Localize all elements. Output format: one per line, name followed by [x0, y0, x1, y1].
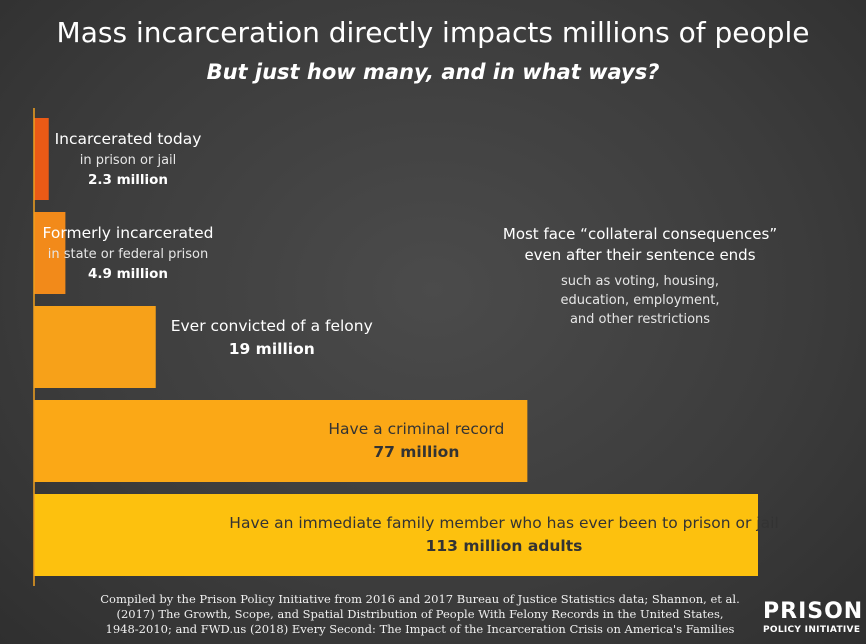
bar-value-1: 2.3 million: [88, 172, 168, 188]
note-body-line3: and other restrictions: [569, 312, 711, 327]
bar-sublabel-2: in state or federal prison: [48, 247, 209, 262]
source-line2: (2017) The Growth, Scope, and Spatial Di…: [116, 607, 724, 621]
bar-value-3: 19 million: [229, 340, 315, 358]
bar-value-2: 4.9 million: [88, 266, 168, 282]
chart-title: Mass incarceration directly impacts mill…: [56, 16, 810, 49]
bar-label-1: Incarcerated today: [55, 130, 202, 148]
logo-bottom-text: POLICY INITIATIVE: [763, 625, 861, 635]
bar-value-4: 77 million: [373, 443, 459, 461]
note-body-line1: such as voting, housing,: [561, 274, 719, 289]
bar-value-5: 113 million adults: [426, 537, 583, 555]
bar-1: [34, 118, 49, 200]
source-line3: 1948-2010; and FWD.us (2018) Every Secon…: [105, 622, 735, 636]
bar-label-2: Formerly incarcerated: [43, 224, 214, 242]
collateral-consequences-note: Most face “collateral consequences” even…: [470, 224, 810, 329]
bar-label-3: Ever convicted of a felony: [171, 317, 373, 335]
note-heading-line2: even after their sentence ends: [524, 246, 756, 264]
bar-4: [34, 400, 528, 482]
note-body-line2: education, employment,: [560, 293, 720, 308]
bar-label-5: Have an immediate family member who has …: [229, 514, 778, 532]
source-citation: Compiled by the Prison Policy Initiative…: [100, 592, 740, 637]
chart-subtitle: But just how many, and in what ways?: [206, 60, 660, 84]
bar-5: [34, 494, 758, 576]
source-line1: Compiled by the Prison Policy Initiative…: [100, 592, 740, 606]
note-heading-line1: Most face “collateral consequences”: [502, 225, 778, 243]
prison-policy-initiative-logo: PRISON POLICY INITIATIVE: [763, 600, 863, 636]
bar-2: [34, 212, 66, 294]
logo-top-text: PRISON: [763, 599, 864, 624]
bar-3: [34, 306, 156, 388]
bar-sublabel-1: in prison or jail: [80, 153, 177, 168]
bar-label-4: Have a criminal record: [328, 420, 504, 438]
